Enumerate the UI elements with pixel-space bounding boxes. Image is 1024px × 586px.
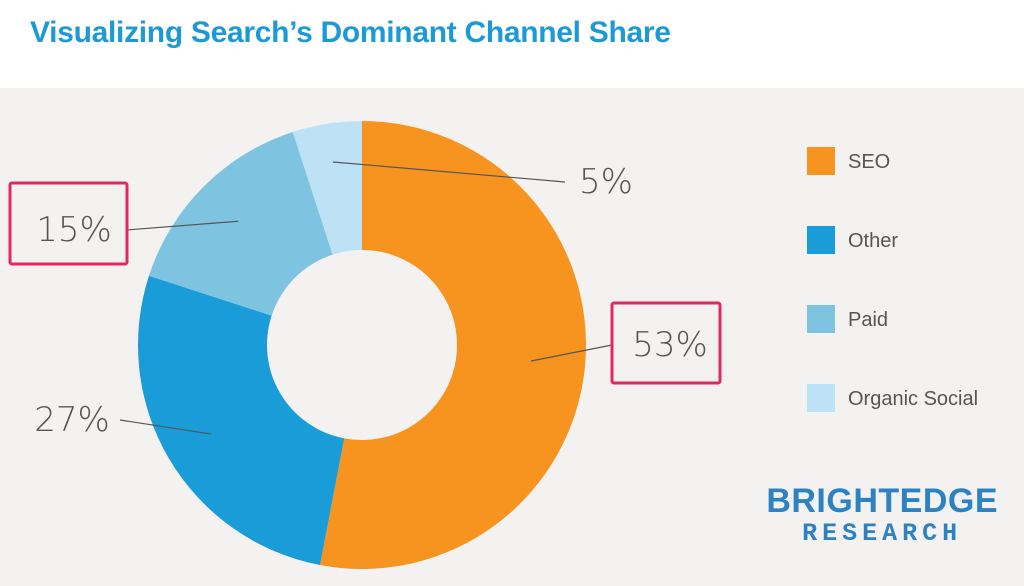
slice-organic-social: [292, 121, 362, 255]
data-label-seo: 53%: [632, 325, 708, 365]
legend-swatch-paid: [807, 305, 835, 333]
chart-title: Visualizing Search’s Dominant Channel Sh…: [30, 16, 671, 49]
slice-paid: [148, 131, 333, 316]
legend-swatch-other: [807, 226, 835, 254]
brand-subtitle: RESEARCH: [802, 519, 963, 548]
legend-label-paid: Paid: [848, 309, 888, 331]
legend-swatch-seo: [807, 147, 835, 175]
leader-line-organic-social: [332, 161, 566, 183]
leader-line-seo: [530, 344, 613, 362]
brightedge-research-logo: BRIGHTEDGE RESEARCH: [766, 484, 998, 546]
leader-line-other: [119, 419, 212, 435]
slice-other: [138, 275, 345, 566]
legend-label-seo: SEO: [848, 151, 890, 173]
brand-name: BRIGHTEDGE: [766, 482, 998, 520]
data-label-organic-social: 5%: [579, 162, 633, 202]
slice-seo: [320, 121, 586, 569]
data-label-paid: 15%: [36, 210, 112, 250]
legend-label-other: Other: [848, 230, 898, 252]
legend: SEO Other Paid Organic Social: [807, 147, 978, 412]
data-label-other: 27%: [34, 400, 110, 440]
highlight-box-seo: [610, 301, 722, 385]
legend-swatch-organic-social: [807, 384, 835, 412]
legend-label-organic-social: Organic Social: [848, 388, 978, 410]
callouts-group: 53% 27% 15% 5%: [8, 161, 722, 440]
highlight-box-paid: [8, 181, 129, 266]
leader-line-paid: [125, 220, 239, 231]
slices-group: [138, 121, 586, 569]
